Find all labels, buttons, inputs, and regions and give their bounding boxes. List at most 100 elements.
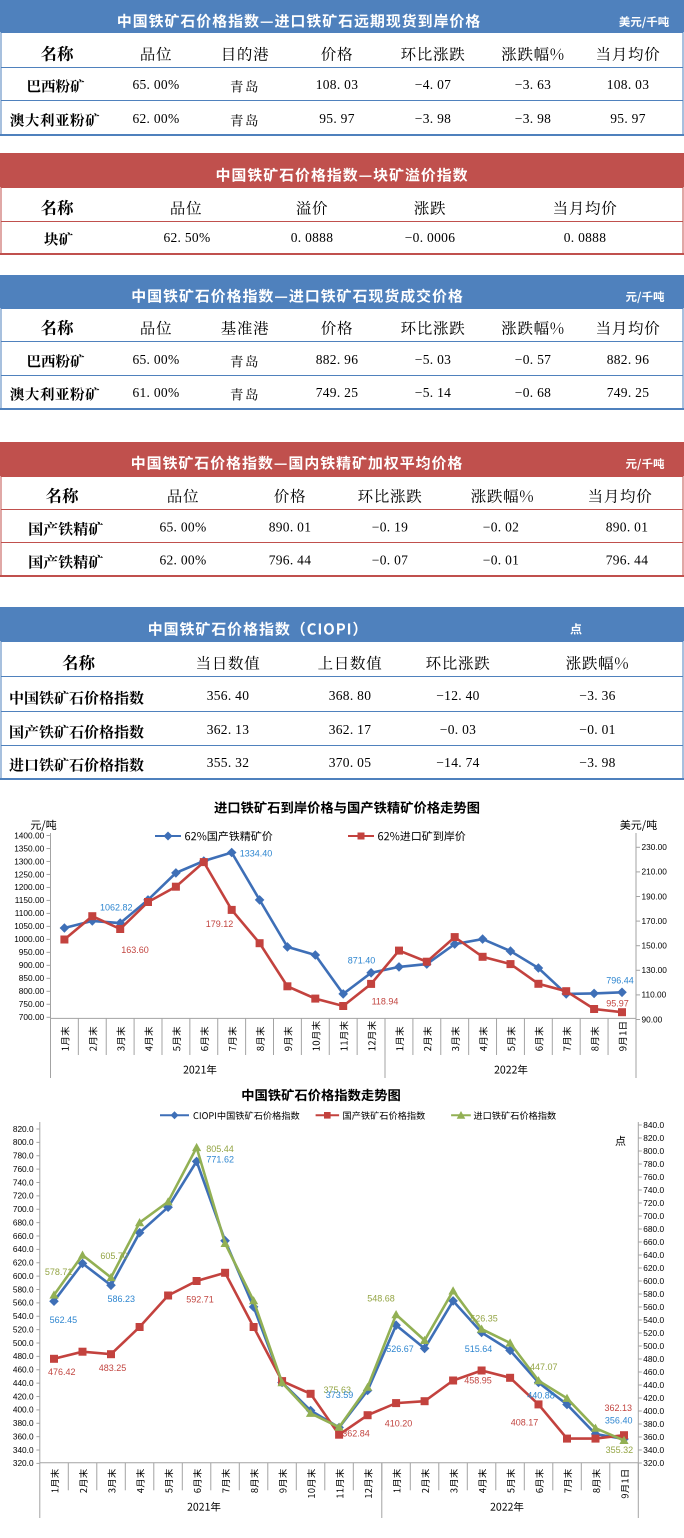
svg-text:370. 05: 370. 05 <box>329 755 372 770</box>
svg-text:−0. 02: −0. 02 <box>483 520 519 535</box>
svg-text:440.88: 440.88 <box>527 1391 555 1401</box>
svg-text:356. 40: 356. 40 <box>207 688 250 703</box>
svg-text:749. 25: 749. 25 <box>607 385 650 400</box>
svg-text:500.0: 500.0 <box>643 1341 664 1351</box>
svg-text:368. 80: 368. 80 <box>329 688 372 703</box>
svg-text:871.40: 871.40 <box>348 956 376 966</box>
svg-text:1150.00: 1150.00 <box>15 895 45 905</box>
svg-text:890. 01: 890. 01 <box>269 520 312 535</box>
svg-text:0. 0888: 0. 0888 <box>564 230 607 245</box>
svg-text:882. 96: 882. 96 <box>607 352 650 367</box>
svg-text:65. 00%: 65. 00% <box>132 352 179 367</box>
svg-text:61. 00%: 61. 00% <box>132 385 179 400</box>
svg-text:760.0: 760.0 <box>13 1164 34 1174</box>
svg-text:760.0: 760.0 <box>643 1172 664 1182</box>
svg-text:796.44: 796.44 <box>606 976 634 986</box>
svg-text:660.0: 660.0 <box>13 1231 34 1241</box>
svg-text:373.59: 373.59 <box>326 1390 354 1400</box>
svg-text:−3. 98: −3. 98 <box>515 111 551 126</box>
svg-text:170.00: 170.00 <box>642 916 668 926</box>
svg-text:890. 01: 890. 01 <box>606 520 649 535</box>
svg-text:771.62: 771.62 <box>206 1155 234 1165</box>
svg-text:1334.40: 1334.40 <box>240 849 273 859</box>
svg-text:796. 44: 796. 44 <box>269 553 312 568</box>
svg-text:600.0: 600.0 <box>13 1271 34 1281</box>
svg-text:320.0: 320.0 <box>13 1458 34 1468</box>
svg-text:520.0: 520.0 <box>13 1324 34 1334</box>
svg-text:230.00: 230.00 <box>642 842 668 852</box>
svg-text:−0. 0006: −0. 0006 <box>405 230 456 245</box>
svg-text:483.25: 483.25 <box>99 1363 127 1373</box>
svg-text:355. 32: 355. 32 <box>207 755 250 770</box>
svg-text:805.44: 805.44 <box>206 1144 234 1154</box>
svg-text:476.42: 476.42 <box>48 1367 76 1377</box>
svg-text:110.00: 110.00 <box>642 990 667 1000</box>
svg-text:800.0: 800.0 <box>13 1137 34 1147</box>
svg-text:1100.00: 1100.00 <box>15 908 45 918</box>
svg-text:356.40: 356.40 <box>605 1416 633 1426</box>
svg-text:740.0: 740.0 <box>13 1177 34 1187</box>
svg-text:526.67: 526.67 <box>386 1344 414 1354</box>
svg-text:620.0: 620.0 <box>13 1258 34 1268</box>
svg-text:620.0: 620.0 <box>643 1263 664 1273</box>
svg-text:440.0: 440.0 <box>13 1378 34 1388</box>
svg-text:580.0: 580.0 <box>13 1284 34 1294</box>
svg-text:−5. 03: −5. 03 <box>415 352 451 367</box>
svg-text:600.0: 600.0 <box>643 1276 664 1286</box>
svg-text:400.0: 400.0 <box>643 1406 664 1416</box>
svg-text:540.0: 540.0 <box>643 1315 664 1325</box>
svg-text:1062.82: 1062.82 <box>100 903 133 913</box>
svg-text:62. 00%: 62. 00% <box>132 111 179 126</box>
svg-text:−4. 07: −4. 07 <box>415 77 451 92</box>
svg-text:900.00: 900.00 <box>19 960 45 970</box>
svg-text:586.23: 586.23 <box>108 1294 136 1304</box>
svg-text:−12. 40: −12. 40 <box>436 688 479 703</box>
svg-text:340.0: 340.0 <box>643 1445 664 1455</box>
svg-text:1000.00: 1000.00 <box>14 934 44 944</box>
svg-text:950.00: 950.00 <box>19 947 45 957</box>
svg-text:560.0: 560.0 <box>643 1302 664 1312</box>
svg-text:−0. 68: −0. 68 <box>515 385 551 400</box>
svg-text:65. 00%: 65. 00% <box>132 77 179 92</box>
svg-text:440.0: 440.0 <box>643 1380 664 1390</box>
svg-text:520.0: 520.0 <box>643 1328 664 1338</box>
svg-text:796. 44: 796. 44 <box>606 553 649 568</box>
svg-text:410.20: 410.20 <box>385 1418 413 1428</box>
svg-text:408.17: 408.17 <box>511 1418 539 1428</box>
svg-text:62. 00%: 62. 00% <box>159 553 206 568</box>
svg-text:1350.00: 1350.00 <box>14 843 44 853</box>
svg-text:163.60: 163.60 <box>121 945 149 955</box>
svg-text:65. 00%: 65. 00% <box>159 520 206 535</box>
svg-text:362. 13: 362. 13 <box>207 722 250 737</box>
svg-text:750.00: 750.00 <box>19 999 45 1009</box>
svg-text:740.0: 740.0 <box>643 1185 664 1195</box>
svg-text:−0. 07: −0. 07 <box>372 553 408 568</box>
svg-text:800.00: 800.00 <box>19 986 45 996</box>
svg-text:210.00: 210.00 <box>642 867 668 877</box>
svg-text:458.95: 458.95 <box>464 1375 492 1385</box>
svg-text:1250.00: 1250.00 <box>14 869 44 879</box>
svg-text:362. 17: 362. 17 <box>329 722 372 737</box>
svg-text:−3. 63: −3. 63 <box>515 77 551 92</box>
svg-text:850.00: 850.00 <box>19 973 45 983</box>
svg-text:560.0: 560.0 <box>13 1298 34 1308</box>
svg-text:190.00: 190.00 <box>642 891 668 901</box>
svg-text:360.0: 360.0 <box>13 1431 34 1441</box>
svg-text:700.00: 700.00 <box>19 1012 45 1022</box>
svg-text:580.0: 580.0 <box>643 1289 664 1299</box>
svg-text:−3. 98: −3. 98 <box>579 755 615 770</box>
svg-text:548.68: 548.68 <box>367 1293 395 1303</box>
svg-text:380.0: 380.0 <box>643 1419 664 1429</box>
svg-text:592.71: 592.71 <box>186 1295 214 1305</box>
svg-text:800.0: 800.0 <box>643 1146 664 1156</box>
svg-text:108. 03: 108. 03 <box>607 77 650 92</box>
svg-text:605.70: 605.70 <box>100 1251 128 1261</box>
svg-text:−0. 03: −0. 03 <box>440 722 476 737</box>
svg-text:540.0: 540.0 <box>13 1311 34 1321</box>
svg-text:320.0: 320.0 <box>643 1458 664 1468</box>
svg-text:−0. 57: −0. 57 <box>515 352 551 367</box>
svg-text:526.35: 526.35 <box>470 1314 498 1324</box>
svg-text:749. 25: 749. 25 <box>316 385 359 400</box>
svg-text:360.0: 360.0 <box>643 1432 664 1442</box>
svg-text:1400.00: 1400.00 <box>14 830 44 840</box>
